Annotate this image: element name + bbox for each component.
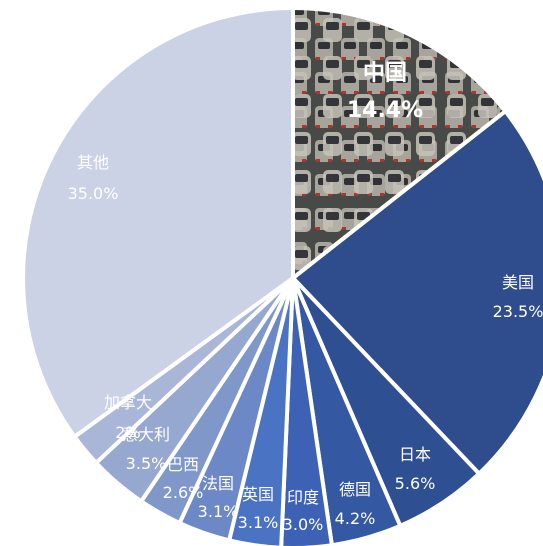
slice-value-label: 3.1% (198, 502, 239, 521)
slice-label: 法国 (202, 474, 234, 493)
slice-value-label: 23.5% (493, 302, 543, 321)
slice-label: 加拿大 (104, 393, 152, 412)
slice-label: 其他 (77, 153, 109, 172)
slice-value-label: 2% (115, 423, 140, 442)
pie-labels: 中国14.4%美国23.5%日本5.6%德国4.2%印度3.0%英国3.1%法国… (68, 61, 543, 534)
slice-value-label: 3.1% (238, 513, 279, 532)
pie-slice (21, 6, 295, 439)
pie-slice-border (291, 5, 509, 283)
pie-slice (279, 276, 334, 546)
pie-slices (21, 6, 543, 546)
slice-value-label: 3.5% (126, 454, 167, 473)
slice-label: 中国 (363, 61, 407, 86)
pie-slice (291, 109, 543, 476)
slice-label: 印度 (287, 488, 319, 507)
slice-value-label: 2.6% (163, 483, 204, 502)
slice-value-label: 5.6% (395, 474, 436, 493)
slice-value-label: 14.4% (347, 98, 423, 123)
slice-label: 日本 (399, 445, 431, 464)
slice-value-label: 35.0% (68, 184, 119, 203)
slice-label: 德国 (339, 480, 371, 499)
slice-label: 美国 (502, 273, 534, 292)
slice-label: 巴西 (167, 455, 199, 474)
slice-label: 意大利 (122, 425, 170, 444)
slice-label: 英国 (242, 485, 274, 504)
slice-value-label: 4.2% (335, 509, 376, 528)
slice-value-label: 3.0% (283, 515, 324, 534)
